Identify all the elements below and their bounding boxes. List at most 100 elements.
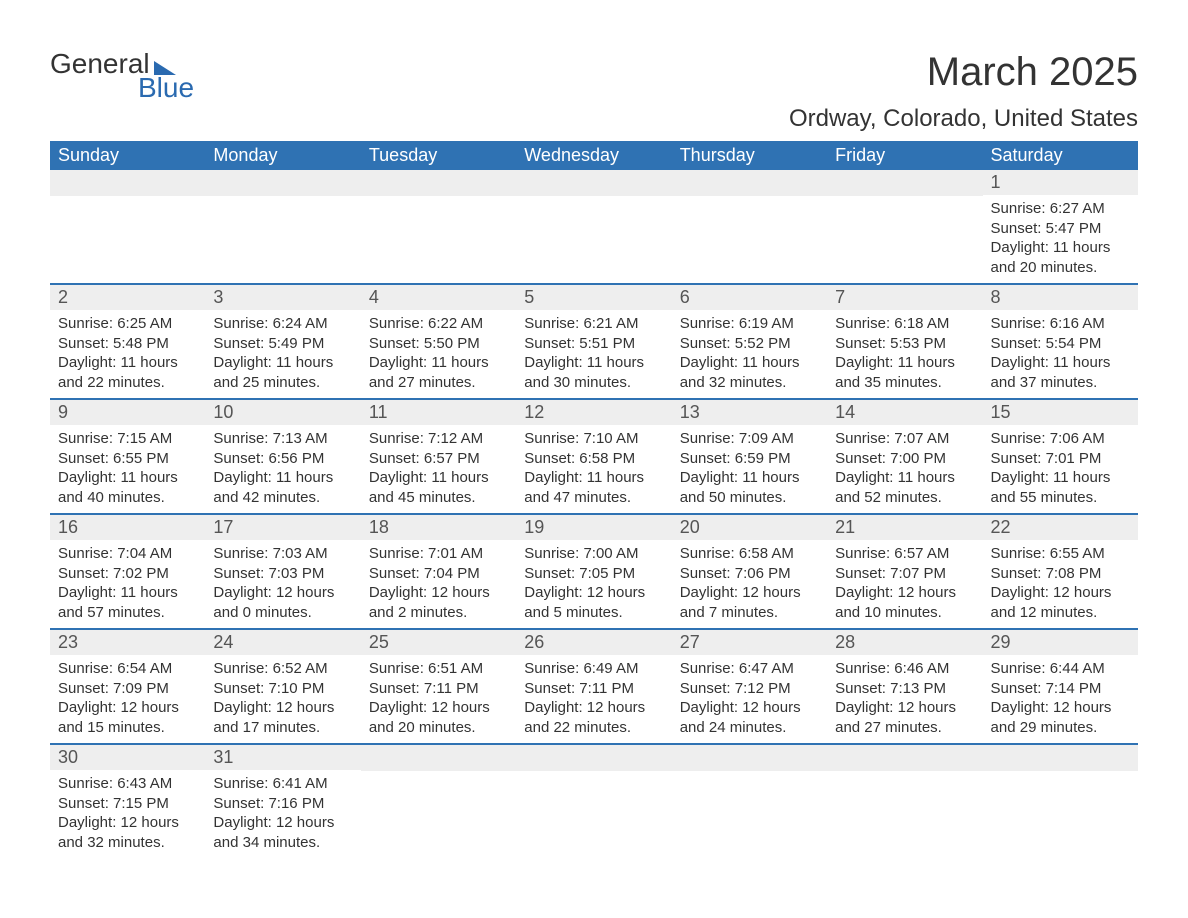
weekday-header: Wednesday (516, 141, 671, 170)
day-number: 25 (361, 630, 516, 655)
sunrise-line: Sunrise: 6:25 AM (58, 314, 197, 334)
day-body: Sunrise: 6:57 AMSunset: 7:07 PMDaylight:… (827, 540, 982, 628)
day-body: Sunrise: 6:51 AMSunset: 7:11 PMDaylight:… (361, 655, 516, 743)
day-body: Sunrise: 7:07 AMSunset: 7:00 PMDaylight:… (827, 425, 982, 513)
day-body: Sunrise: 7:12 AMSunset: 6:57 PMDaylight:… (361, 425, 516, 513)
day-body: Sunrise: 6:19 AMSunset: 5:52 PMDaylight:… (672, 310, 827, 398)
day-body-empty (516, 196, 671, 276)
day-body: Sunrise: 6:16 AMSunset: 5:54 PMDaylight:… (983, 310, 1138, 398)
sunrise-line: Sunrise: 6:51 AM (369, 659, 508, 679)
day-body: Sunrise: 6:21 AMSunset: 5:51 PMDaylight:… (516, 310, 671, 398)
sunset-line: Sunset: 7:13 PM (835, 679, 974, 699)
logo: General Blue (50, 50, 194, 102)
day-body-empty (205, 196, 360, 276)
daylight-line: Daylight: 11 hours and 27 minutes. (369, 353, 508, 392)
logo-text-blue: Blue (138, 74, 194, 102)
sunrise-line: Sunrise: 7:01 AM (369, 544, 508, 564)
sunset-line: Sunset: 5:49 PM (213, 334, 352, 354)
calendar-cell: 2Sunrise: 6:25 AMSunset: 5:48 PMDaylight… (50, 284, 205, 399)
daylight-line: Daylight: 12 hours and 10 minutes. (835, 583, 974, 622)
day-body: Sunrise: 7:03 AMSunset: 7:03 PMDaylight:… (205, 540, 360, 628)
day-number: 9 (50, 400, 205, 425)
day-number: 14 (827, 400, 982, 425)
day-body: Sunrise: 6:43 AMSunset: 7:15 PMDaylight:… (50, 770, 205, 858)
sunrise-line: Sunrise: 6:46 AM (835, 659, 974, 679)
day-number-empty (983, 745, 1138, 771)
sunset-line: Sunset: 7:14 PM (991, 679, 1130, 699)
calendar-cell (361, 744, 516, 858)
day-body-empty (827, 196, 982, 276)
sunrise-line: Sunrise: 7:09 AM (680, 429, 819, 449)
sunset-line: Sunset: 7:04 PM (369, 564, 508, 584)
calendar-cell: 3Sunrise: 6:24 AMSunset: 5:49 PMDaylight… (205, 284, 360, 399)
day-number: 29 (983, 630, 1138, 655)
daylight-line: Daylight: 12 hours and 15 minutes. (58, 698, 197, 737)
logo-text-general: General (50, 50, 150, 78)
sunrise-line: Sunrise: 6:18 AM (835, 314, 974, 334)
sunset-line: Sunset: 7:02 PM (58, 564, 197, 584)
daylight-line: Daylight: 11 hours and 22 minutes. (58, 353, 197, 392)
daylight-line: Daylight: 12 hours and 27 minutes. (835, 698, 974, 737)
day-number: 13 (672, 400, 827, 425)
day-number: 11 (361, 400, 516, 425)
sunrise-line: Sunrise: 7:00 AM (524, 544, 663, 564)
calendar-cell: 1Sunrise: 6:27 AMSunset: 5:47 PMDaylight… (983, 170, 1138, 284)
day-number: 19 (516, 515, 671, 540)
sunset-line: Sunset: 5:54 PM (991, 334, 1130, 354)
calendar-cell: 27Sunrise: 6:47 AMSunset: 7:12 PMDayligh… (672, 629, 827, 744)
day-body: Sunrise: 6:22 AMSunset: 5:50 PMDaylight:… (361, 310, 516, 398)
calendar-cell: 16Sunrise: 7:04 AMSunset: 7:02 PMDayligh… (50, 514, 205, 629)
calendar-cell: 14Sunrise: 7:07 AMSunset: 7:00 PMDayligh… (827, 399, 982, 514)
calendar-week-row: 9Sunrise: 7:15 AMSunset: 6:55 PMDaylight… (50, 399, 1138, 514)
calendar-cell: 20Sunrise: 6:58 AMSunset: 7:06 PMDayligh… (672, 514, 827, 629)
calendar-cell (672, 170, 827, 284)
day-number: 8 (983, 285, 1138, 310)
sunset-line: Sunset: 5:53 PM (835, 334, 974, 354)
daylight-line: Daylight: 12 hours and 24 minutes. (680, 698, 819, 737)
day-body: Sunrise: 7:15 AMSunset: 6:55 PMDaylight:… (50, 425, 205, 513)
sunset-line: Sunset: 7:16 PM (213, 794, 352, 814)
sunset-line: Sunset: 6:58 PM (524, 449, 663, 469)
sunrise-line: Sunrise: 6:49 AM (524, 659, 663, 679)
day-number: 3 (205, 285, 360, 310)
calendar-cell: 11Sunrise: 7:12 AMSunset: 6:57 PMDayligh… (361, 399, 516, 514)
day-number: 7 (827, 285, 982, 310)
daylight-line: Daylight: 11 hours and 35 minutes. (835, 353, 974, 392)
day-body-empty (672, 196, 827, 276)
title-block: March 2025 Ordway, Colorado, United Stat… (789, 50, 1138, 133)
daylight-line: Daylight: 12 hours and 7 minutes. (680, 583, 819, 622)
sunset-line: Sunset: 7:06 PM (680, 564, 819, 584)
daylight-line: Daylight: 12 hours and 20 minutes. (369, 698, 508, 737)
sunset-line: Sunset: 5:47 PM (991, 219, 1130, 239)
day-body: Sunrise: 6:25 AMSunset: 5:48 PMDaylight:… (50, 310, 205, 398)
sunset-line: Sunset: 6:59 PM (680, 449, 819, 469)
calendar-cell (983, 744, 1138, 858)
calendar-cell (672, 744, 827, 858)
day-number: 6 (672, 285, 827, 310)
day-number-empty (50, 170, 205, 196)
sunset-line: Sunset: 5:50 PM (369, 334, 508, 354)
calendar-week-row: 1Sunrise: 6:27 AMSunset: 5:47 PMDaylight… (50, 170, 1138, 284)
sunset-line: Sunset: 7:05 PM (524, 564, 663, 584)
calendar-cell: 17Sunrise: 7:03 AMSunset: 7:03 PMDayligh… (205, 514, 360, 629)
day-number-empty (827, 745, 982, 771)
day-number-empty (672, 745, 827, 771)
calendar-cell: 19Sunrise: 7:00 AMSunset: 7:05 PMDayligh… (516, 514, 671, 629)
daylight-line: Daylight: 12 hours and 12 minutes. (991, 583, 1130, 622)
month-title: March 2025 (789, 50, 1138, 95)
day-body: Sunrise: 6:24 AMSunset: 5:49 PMDaylight:… (205, 310, 360, 398)
calendar-table: SundayMondayTuesdayWednesdayThursdayFrid… (50, 141, 1138, 858)
sunrise-line: Sunrise: 6:44 AM (991, 659, 1130, 679)
day-number-empty (516, 170, 671, 196)
daylight-line: Daylight: 11 hours and 37 minutes. (991, 353, 1130, 392)
day-body-empty (361, 196, 516, 276)
calendar-week-row: 30Sunrise: 6:43 AMSunset: 7:15 PMDayligh… (50, 744, 1138, 858)
day-number: 18 (361, 515, 516, 540)
calendar-week-row: 16Sunrise: 7:04 AMSunset: 7:02 PMDayligh… (50, 514, 1138, 629)
day-body: Sunrise: 6:18 AMSunset: 5:53 PMDaylight:… (827, 310, 982, 398)
sunset-line: Sunset: 7:08 PM (991, 564, 1130, 584)
day-body: Sunrise: 7:10 AMSunset: 6:58 PMDaylight:… (516, 425, 671, 513)
weekday-header: Friday (827, 141, 982, 170)
daylight-line: Daylight: 12 hours and 34 minutes. (213, 813, 352, 852)
sunrise-line: Sunrise: 6:21 AM (524, 314, 663, 334)
